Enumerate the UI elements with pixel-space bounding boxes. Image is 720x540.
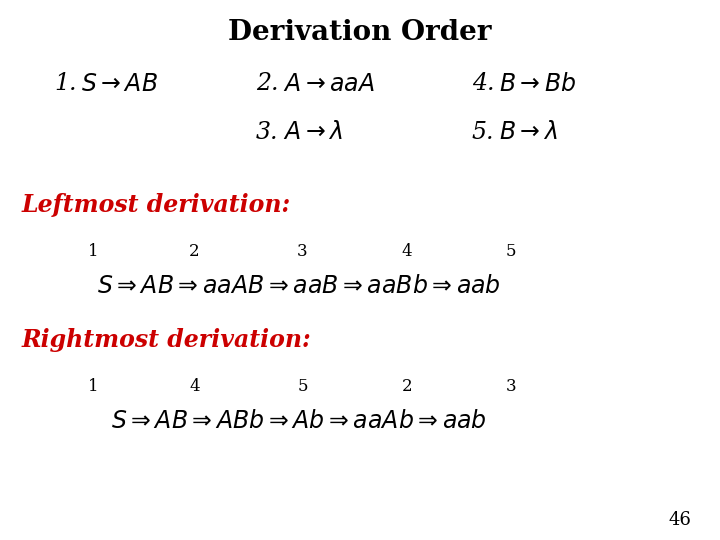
Text: $S\Rightarrow AB\Rightarrow ABb\Rightarrow Ab\Rightarrow aaAb\Rightarrow aab$: $S\Rightarrow AB\Rightarrow ABb\Rightarr… [111, 409, 487, 433]
Text: $S \rightarrow AB$: $S \rightarrow AB$ [81, 72, 158, 96]
Text: 3.: 3. [256, 121, 278, 144]
Text: 5.: 5. [472, 121, 494, 144]
Text: 5: 5 [297, 377, 307, 395]
Text: Rightmost derivation:: Rightmost derivation: [22, 328, 311, 352]
Text: $B \rightarrow \lambda$: $B \rightarrow \lambda$ [499, 120, 558, 144]
Text: 1.: 1. [54, 72, 76, 95]
Text: 2.: 2. [256, 72, 278, 95]
Text: $B \rightarrow Bb$: $B \rightarrow Bb$ [499, 72, 576, 96]
Text: Leftmost derivation:: Leftmost derivation: [22, 193, 291, 217]
Text: 1: 1 [89, 377, 99, 395]
Text: 4.: 4. [472, 72, 494, 95]
Text: 2: 2 [189, 242, 199, 260]
Text: 46: 46 [668, 511, 691, 529]
Text: 3: 3 [297, 242, 307, 260]
Text: 4: 4 [402, 242, 412, 260]
Text: 3: 3 [506, 377, 516, 395]
Text: 1: 1 [89, 242, 99, 260]
Text: Derivation Order: Derivation Order [228, 19, 492, 46]
Text: $A \rightarrow \lambda$: $A \rightarrow \lambda$ [283, 120, 343, 144]
Text: $S\Rightarrow AB\Rightarrow aaAB\Rightarrow aaB\Rightarrow aaBb\Rightarrow aab$: $S\Rightarrow AB\Rightarrow aaAB\Rightar… [97, 274, 500, 298]
Text: 4: 4 [189, 377, 199, 395]
Text: 2: 2 [402, 377, 412, 395]
Text: $A \rightarrow aaA$: $A \rightarrow aaA$ [283, 72, 375, 96]
Text: 5: 5 [506, 242, 516, 260]
